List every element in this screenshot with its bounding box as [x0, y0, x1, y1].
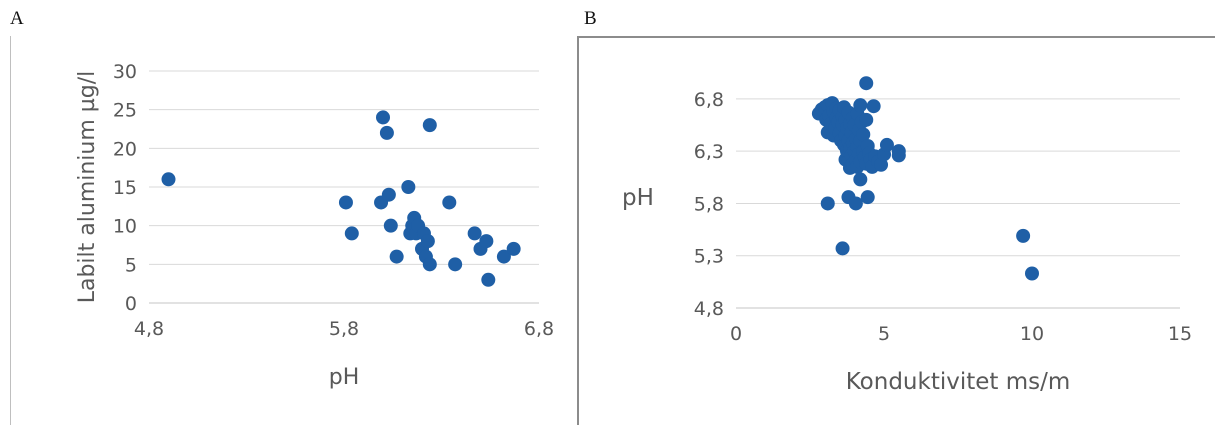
x-tick-label: 6,8 [524, 318, 554, 340]
data-point [389, 249, 404, 264]
data-point [338, 195, 353, 210]
data-point [161, 172, 176, 187]
data-point [401, 180, 416, 194]
data-point [879, 137, 894, 152]
scatter-chart-a: 0 5 10 15 20 25 30 4,8 5,8 6,8 pH Labilt aluminium … [75, 61, 554, 390]
x-tick-label: 4,8 [134, 318, 164, 340]
y-tick-label: 5,8 [694, 193, 724, 215]
y-tick-label: 5,3 [694, 246, 724, 268]
data-point [859, 112, 874, 127]
data-point [467, 226, 482, 241]
panel-label-b: B [584, 8, 597, 29]
data-point [376, 110, 390, 125]
data-point [860, 190, 875, 205]
data-point [479, 234, 494, 249]
y-tick-label: 4,8 [694, 298, 724, 320]
x-tick-label: 10 [1020, 323, 1044, 345]
data-point [383, 218, 398, 233]
data-point [379, 125, 394, 140]
data-point [448, 257, 463, 272]
data-point [422, 257, 437, 272]
data-point [835, 241, 850, 256]
data-point [344, 226, 359, 241]
scatter-chart-b: 4,8 5,3 5,8 6,3 6,8 0 5 10 15 Konduktivitet ms/m p… [622, 76, 1192, 395]
data-point [1016, 228, 1031, 243]
data-point [848, 196, 863, 211]
data-point [381, 187, 396, 202]
y-tick-label: 5 [125, 254, 137, 276]
x-tick-label: 5,8 [329, 318, 359, 340]
y-tick-label: 6,3 [694, 141, 724, 163]
y-tick-label: 10 [113, 216, 137, 238]
data-point [856, 127, 871, 142]
y-axis-title: pH [622, 185, 654, 211]
data-point [820, 196, 835, 211]
data-point [442, 195, 457, 210]
y-tick-label: 25 [113, 100, 137, 122]
y-tick-label: 30 [113, 61, 137, 83]
x-tick-label: 0 [730, 323, 742, 345]
chart-panel-b: 4,8 5,3 5,8 6,3 6,8 0 5 10 15 Konduktivitet ms/m p… [577, 36, 1215, 425]
x-tick-label: 5 [878, 323, 890, 345]
data-point [1025, 266, 1039, 281]
data-point [866, 99, 881, 114]
data-point [891, 148, 906, 163]
y-axis-title: Labilt aluminium µg/l [75, 71, 100, 304]
y-tick-label: 20 [113, 138, 137, 160]
y-tick-label: 15 [113, 177, 137, 199]
data-point [481, 272, 496, 287]
x-axis-title: Konduktivitet ms/m [846, 369, 1071, 395]
chart-panel-a: 0 5 10 15 20 25 30 4,8 5,8 6,8 pH Labilt aluminium … [10, 36, 578, 425]
panel-label-a: A [10, 8, 24, 29]
data-point [859, 76, 874, 91]
data-point [853, 98, 868, 113]
x-axis-title: pH [329, 365, 360, 390]
y-tick-label: 0 [125, 293, 137, 315]
x-tick-label: 15 [1168, 323, 1192, 345]
data-point [422, 118, 437, 133]
data-point [420, 234, 435, 249]
data-point [853, 172, 868, 187]
y-tick-label: 6,8 [694, 89, 724, 111]
data-point [496, 249, 511, 264]
data-point [506, 241, 521, 256]
